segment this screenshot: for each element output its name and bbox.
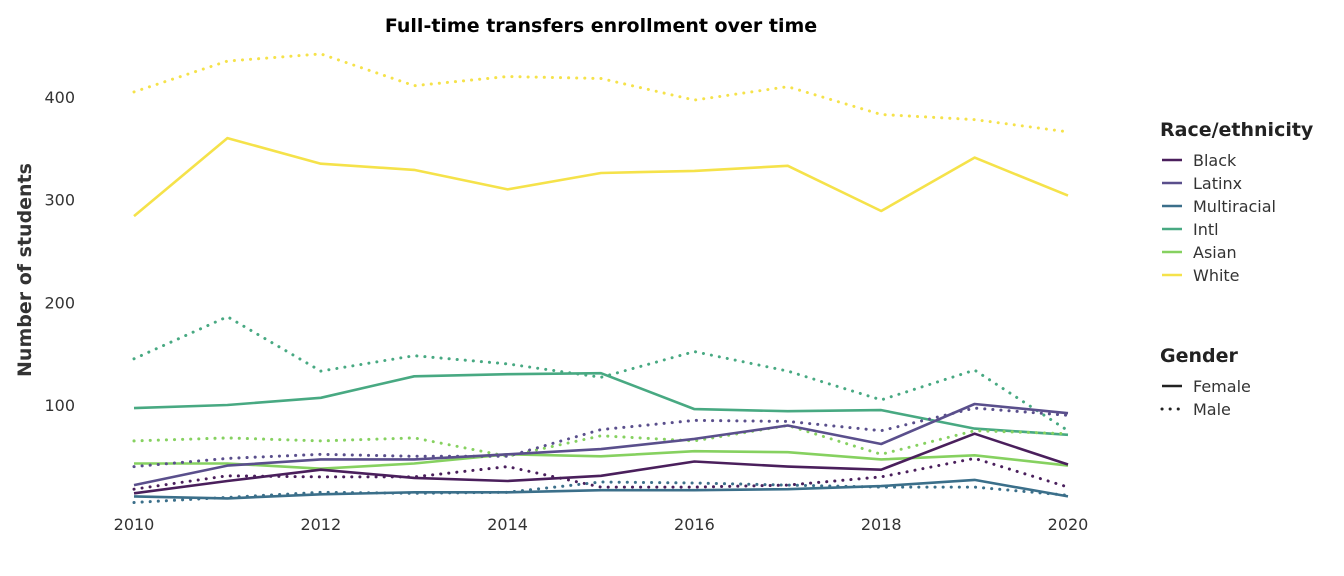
y-tick-label: 200 <box>44 293 75 312</box>
series-line-black-female <box>133 432 1069 495</box>
y-tick-label: 100 <box>44 396 75 415</box>
series-line-multiracial-male <box>132 480 1070 504</box>
series-line-asian-female <box>134 449 1069 471</box>
series-line-multiracial-female <box>133 478 1069 500</box>
series-line-latinx-female <box>133 402 1069 487</box>
plot-area: 100 200 300 400 2010 2012 2014 2016 2018 2020 <box>44 52 1089 534</box>
legend-label-multiracial: Multiracial <box>1193 197 1276 216</box>
legend-label-latinx: Latinx <box>1193 174 1242 193</box>
series-line-black-male <box>132 456 1070 491</box>
y-tick-label: 400 <box>44 88 75 107</box>
legend-title-gender: Gender <box>1160 345 1238 367</box>
series-line-white-female <box>133 136 1069 218</box>
x-tick-label: 2016 <box>674 515 715 534</box>
legend-label-asian: Asian <box>1193 243 1237 262</box>
x-tick-label: 2020 <box>1048 515 1089 534</box>
legend-label-white: White <box>1193 266 1240 285</box>
legend-label-female: Female <box>1193 377 1251 396</box>
legend-title-race: Race/ethnicity <box>1160 119 1314 141</box>
x-tick-label: 2014 <box>487 515 528 534</box>
series-line-intl-male <box>132 315 1070 433</box>
series-line-intl-female <box>133 371 1069 437</box>
series-line-white-male <box>132 52 1070 134</box>
x-tick-label: 2012 <box>300 515 341 534</box>
y-axis-title: Number of students <box>14 163 36 377</box>
x-tick-label: 2018 <box>861 515 902 534</box>
y-tick-label: 300 <box>44 191 75 210</box>
legend: Race/ethnicity Black Latinx Multiracial Intl… <box>1160 119 1314 419</box>
x-tick-label: 2010 <box>114 515 155 534</box>
series-line-latinx-male <box>132 406 1070 469</box>
chart-title: Full-time transfers enrollment over time <box>385 15 817 37</box>
legend-label-male: Male <box>1193 400 1231 419</box>
legend-label-intl: Intl <box>1193 220 1219 239</box>
series-line-asian-male <box>132 424 1070 458</box>
legend-label-black: Black <box>1193 151 1237 170</box>
